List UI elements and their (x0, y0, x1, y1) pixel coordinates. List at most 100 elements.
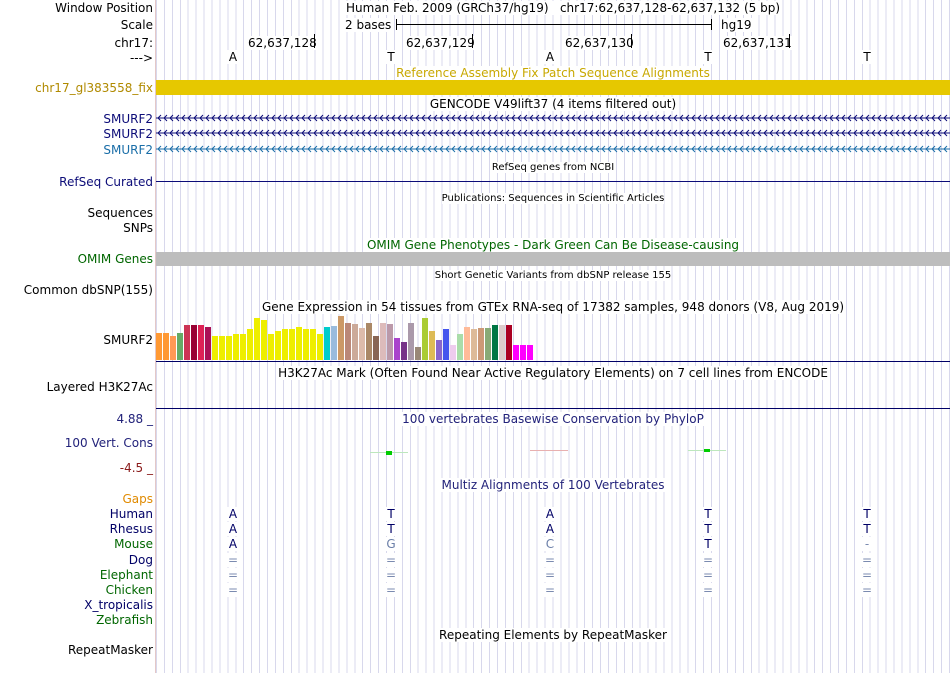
multiz-track-title[interactable]: Multiz Alignments of 100 Vertebrates (441, 478, 665, 492)
strand-label: ---> (127, 51, 153, 65)
gtex-tissue-bar[interactable] (422, 318, 428, 360)
gtex-tissue-bar[interactable] (317, 334, 323, 360)
gtex-tissue-bar[interactable] (254, 318, 260, 360)
gtex-tissue-bar[interactable] (408, 323, 414, 360)
gtex-tissue-bar[interactable] (478, 328, 484, 360)
multiz-species-label[interactable]: Zebrafish (94, 613, 153, 628)
dbsnp-track-label[interactable]: Common dbSNP(155) (21, 283, 153, 297)
publications-sequences-label[interactable]: Sequences (85, 206, 153, 220)
omim-gene-bar[interactable] (156, 252, 950, 266)
omim-track-title[interactable]: OMIM Gene Phenotypes - Dark Green Can Be… (366, 238, 740, 252)
position-4-tick (789, 34, 790, 48)
gtex-tissue-bar[interactable] (492, 325, 498, 360)
multiz-species-label[interactable]: Chicken (103, 583, 153, 597)
gtex-tissue-bar[interactable] (520, 345, 526, 360)
gencode-track-title[interactable]: GENCODE V49lift37 (4 items filtered out) (429, 97, 677, 111)
gtex-tissue-bar[interactable] (219, 336, 225, 360)
refseq-track-title[interactable]: RefSeq genes from NCBI (491, 162, 615, 173)
refseq-gene-line[interactable] (156, 181, 950, 182)
h3k27ac-baseline (156, 408, 950, 409)
refseq-track-label[interactable]: RefSeq Curated (57, 175, 153, 189)
gtex-tissue-bar[interactable] (506, 325, 512, 360)
cons-track-title[interactable]: 100 vertebrates Basewise Conservation by… (402, 412, 704, 426)
gtex-tissue-bar[interactable] (282, 329, 288, 360)
gtex-tissue-bar[interactable] (373, 336, 379, 360)
gtex-tissue-bar[interactable] (366, 323, 372, 360)
gtex-tissue-bar[interactable] (415, 347, 421, 360)
gtex-tissue-bar[interactable] (296, 327, 302, 360)
gtex-tissue-bar[interactable] (443, 329, 449, 360)
gtex-tissue-bar[interactable] (303, 329, 309, 360)
publications-snps-label[interactable]: SNPs (121, 221, 153, 235)
gtex-tissue-bar[interactable] (289, 329, 295, 360)
gtex-tissue-bar[interactable] (331, 326, 337, 360)
multiz-gaps-label[interactable]: Gaps (120, 492, 153, 506)
gtex-track-title[interactable]: Gene Expression in 54 tissues from GTEx … (261, 300, 845, 314)
gtex-tissue-bar[interactable] (394, 338, 400, 360)
gtex-tissue-bar[interactable] (170, 336, 176, 360)
multiz-species-label[interactable]: Human (107, 507, 153, 521)
omim-track-label[interactable]: OMIM Genes (75, 252, 153, 266)
multiz-species-label[interactable]: Dog (126, 552, 153, 567)
repeatmasker-track-label[interactable]: RepeatMasker (65, 643, 153, 657)
gtex-tissue-bar[interactable] (450, 345, 456, 360)
gencode-transcript-2[interactable] (156, 128, 950, 138)
gtex-tissue-bar[interactable] (233, 334, 239, 360)
gtex-tissue-bar[interactable] (226, 336, 232, 360)
gtex-tissue-bar[interactable] (471, 329, 477, 360)
multiz-aligned-base: A (543, 522, 557, 537)
gtex-tissue-bar[interactable] (198, 325, 204, 360)
gtex-tissue-bar[interactable] (338, 316, 344, 360)
gtex-tissue-bar[interactable] (156, 333, 162, 360)
gtex-tissue-bar[interactable] (485, 328, 491, 360)
gencode-gene-label[interactable]: SMURF2 (101, 112, 153, 126)
gencode-transcript-1[interactable] (156, 113, 950, 123)
multiz-species-label[interactable]: Rhesus (107, 522, 153, 537)
gtex-tissue-bar[interactable] (401, 342, 407, 360)
gtex-tissue-bar[interactable] (184, 325, 190, 360)
gencode-gene-label[interactable]: SMURF2 (101, 143, 153, 157)
gencode-transcript-3[interactable] (156, 144, 950, 154)
repeatmasker-track-title[interactable]: Repeating Elements by RepeatMasker (439, 628, 667, 642)
multiz-species-label[interactable]: Mouse (112, 537, 153, 552)
gtex-track-label[interactable]: SMURF2 (101, 333, 153, 347)
gtex-tissue-bar[interactable] (261, 320, 267, 360)
h3k27ac-track-title[interactable]: H3K27Ac Mark (Often Found Near Active Re… (278, 366, 828, 380)
gtex-tissue-bar[interactable] (513, 345, 519, 360)
gtex-tissue-bar[interactable] (499, 325, 505, 360)
gencode-gene-label[interactable]: SMURF2 (101, 127, 153, 141)
fix-patch-track-title[interactable]: Reference Assembly Fix Patch Sequence Al… (396, 66, 710, 80)
gtex-tissue-bar[interactable] (380, 323, 386, 360)
gtex-tissue-bar[interactable] (387, 324, 393, 360)
gtex-tissue-bar[interactable] (177, 333, 183, 360)
gtex-tissue-bar[interactable] (436, 340, 442, 360)
dbsnp-track-title[interactable]: Short Genetic Variants from dbSNP releas… (434, 270, 672, 281)
gtex-tissue-bar[interactable] (212, 336, 218, 360)
gtex-tissue-bar[interactable] (324, 327, 330, 360)
publications-track-title[interactable]: Publications: Sequences in Scientific Ar… (441, 193, 665, 204)
gtex-tissue-bar[interactable] (464, 327, 470, 360)
gtex-tissue-bar[interactable] (163, 333, 169, 360)
gtex-tissue-bar[interactable] (527, 345, 533, 360)
gtex-tissue-bar[interactable] (240, 334, 246, 360)
h3k27ac-track-label[interactable]: Layered H3K27Ac (44, 380, 153, 394)
gtex-tissue-bar[interactable] (310, 329, 316, 360)
gtex-expression-chart[interactable] (156, 314, 534, 360)
gtex-tissue-bar[interactable] (359, 328, 365, 360)
fix-patch-track-label[interactable]: chr17_gl383558_fix (33, 81, 153, 95)
gtex-tissue-bar[interactable] (429, 331, 435, 360)
position-3-tick (631, 34, 632, 48)
gtex-tissue-bar[interactable] (247, 329, 253, 360)
multiz-aligned-base: = (701, 552, 715, 567)
gtex-tissue-bar[interactable] (345, 323, 351, 360)
multiz-species-label[interactable]: X_tropicalis (82, 598, 153, 613)
fix-patch-alignment-bar[interactable] (156, 80, 950, 95)
gtex-tissue-bar[interactable] (275, 331, 281, 360)
multiz-species-label[interactable]: Elephant (97, 567, 153, 582)
gtex-tissue-bar[interactable] (268, 334, 274, 360)
gtex-tissue-bar[interactable] (352, 324, 358, 360)
cons-track-label[interactable]: 100 Vert. Cons (62, 436, 153, 450)
gtex-tissue-bar[interactable] (191, 325, 197, 360)
gtex-tissue-bar[interactable] (457, 334, 463, 360)
gtex-tissue-bar[interactable] (205, 327, 211, 360)
